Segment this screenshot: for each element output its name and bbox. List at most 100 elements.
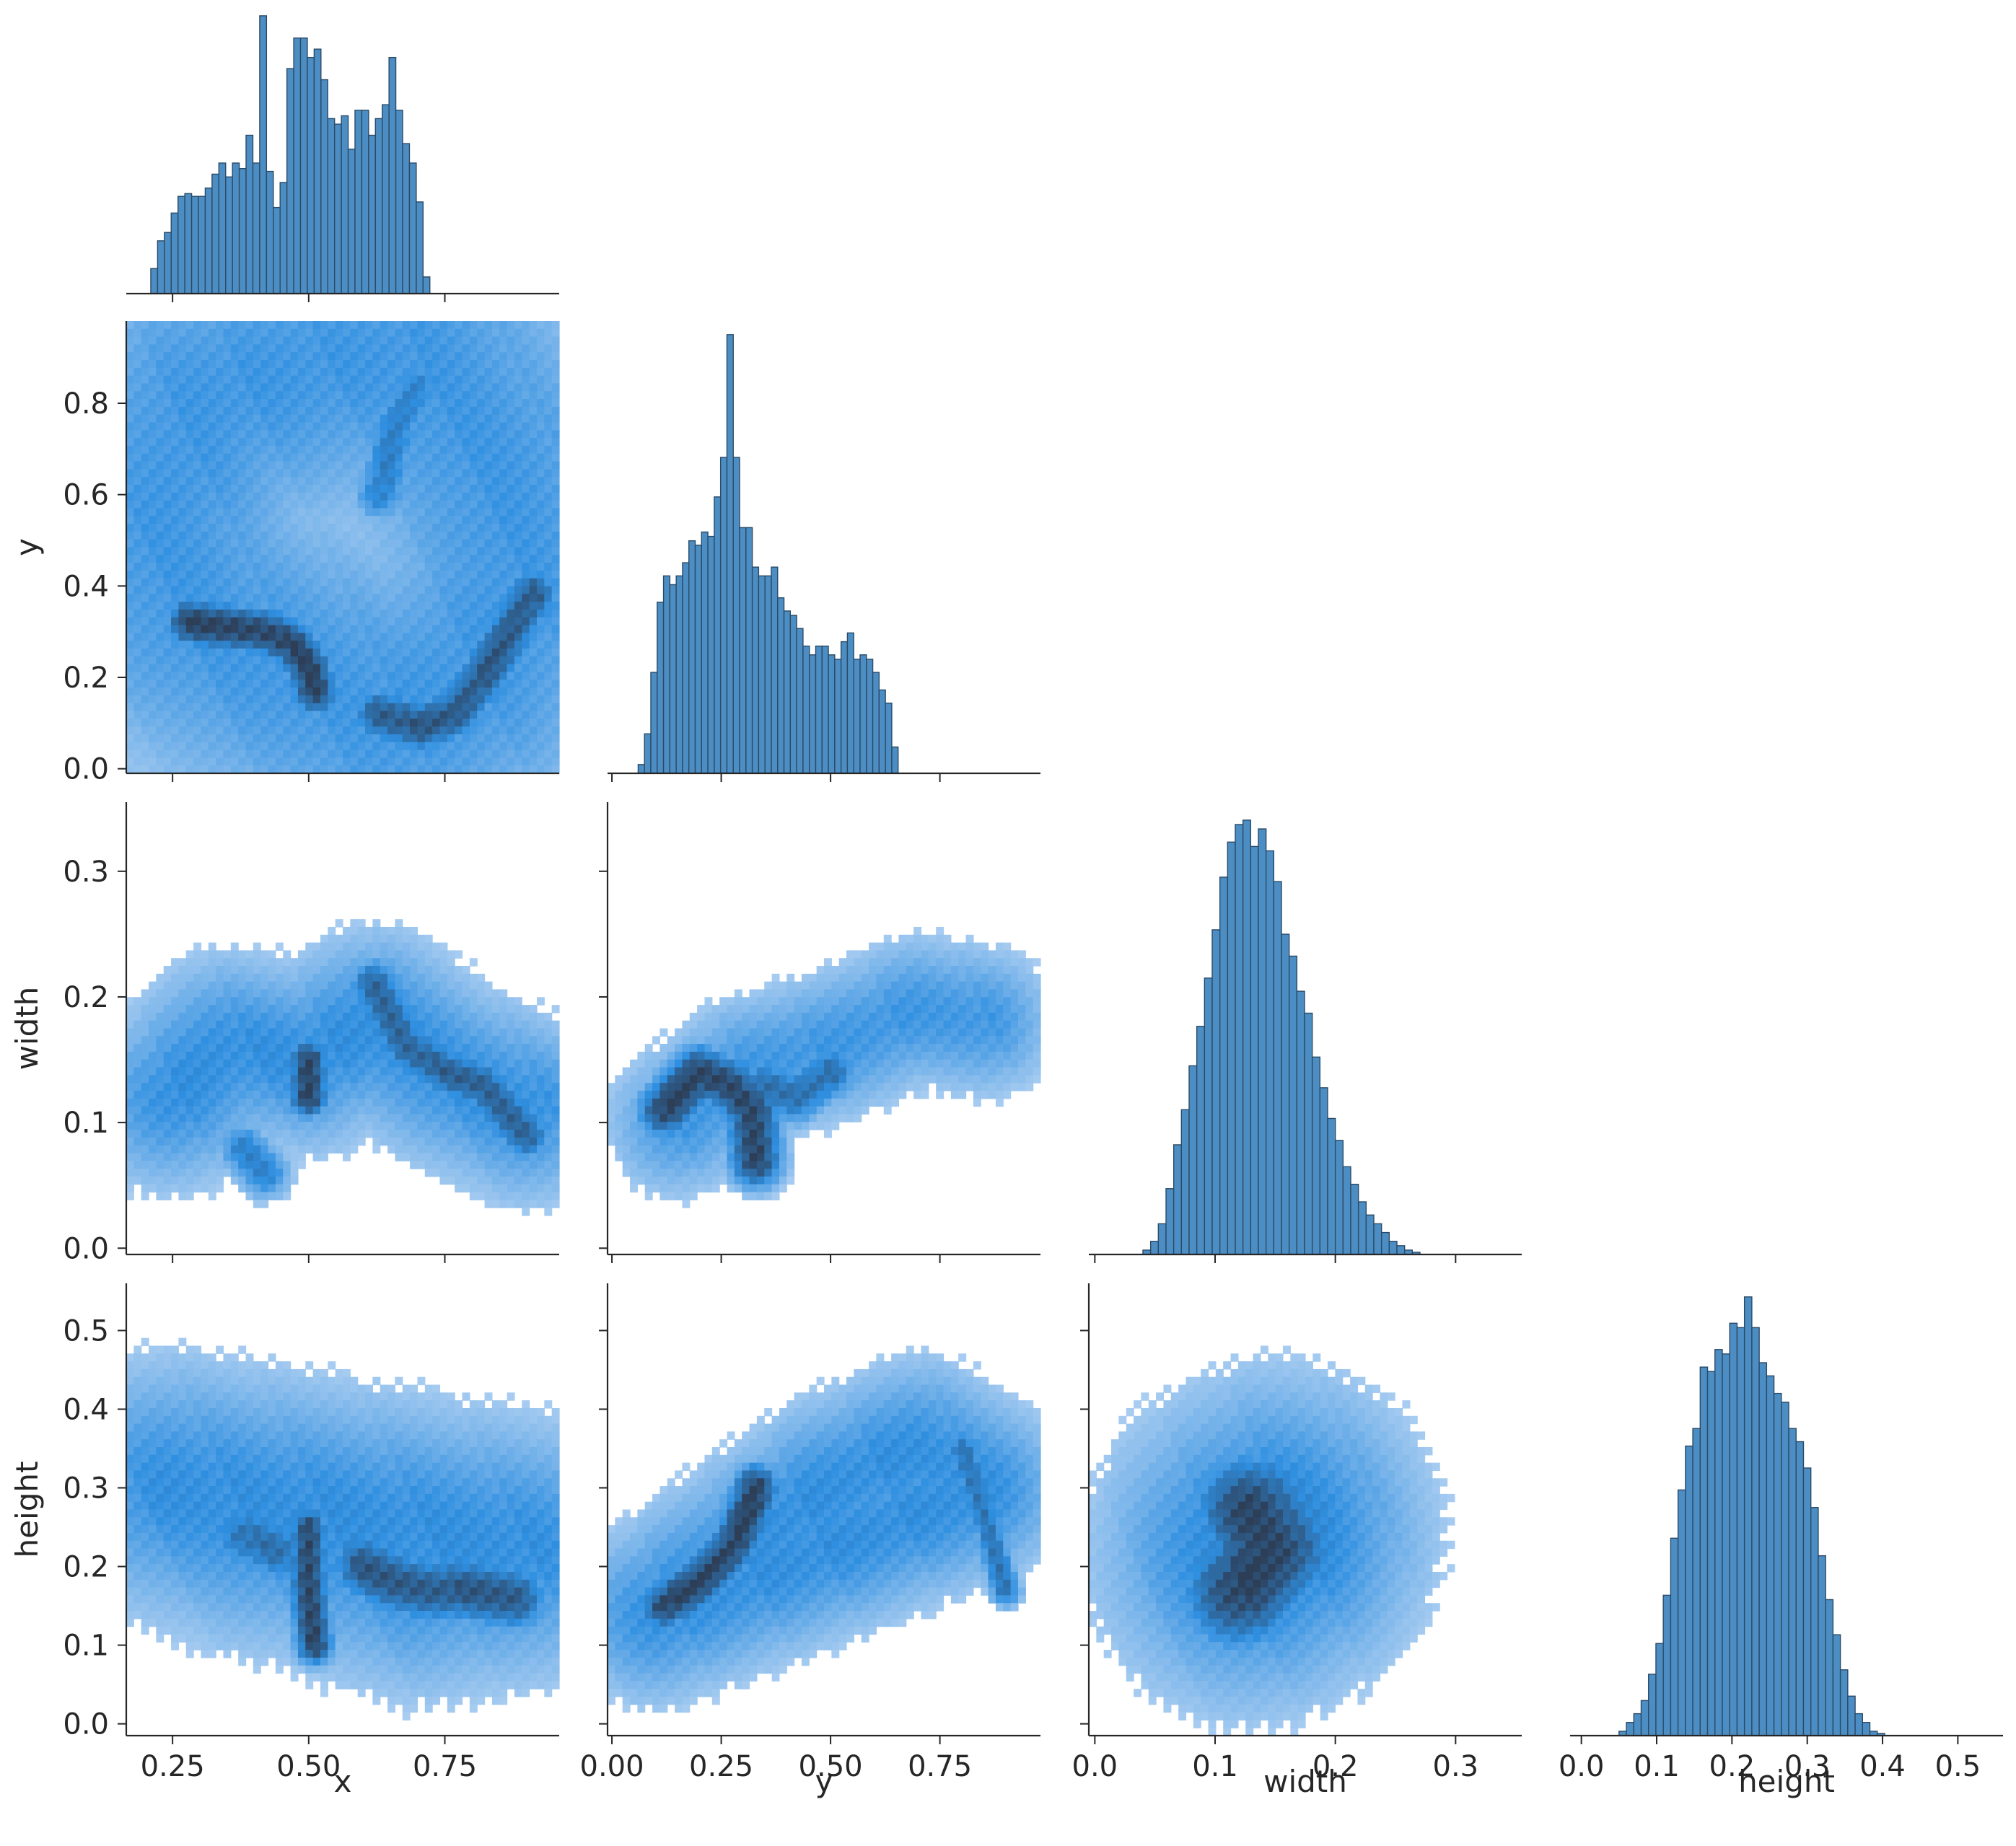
density-cell xyxy=(343,1137,351,1146)
histogram-bar xyxy=(815,645,823,774)
density-cell xyxy=(141,422,149,431)
density-cell xyxy=(484,718,493,727)
density-cell xyxy=(372,367,381,377)
density-cell xyxy=(260,1083,269,1091)
density-cell xyxy=(178,1005,187,1014)
density-cell xyxy=(491,734,500,743)
density-cell xyxy=(477,383,486,392)
density-cell xyxy=(283,508,292,517)
density-cell xyxy=(201,734,209,743)
density-cell xyxy=(499,664,508,673)
density-cell xyxy=(424,469,433,478)
density-cell xyxy=(141,641,149,649)
density-cell xyxy=(380,1137,388,1146)
density-cell xyxy=(297,1067,306,1076)
density-cell xyxy=(350,360,359,369)
density-cell xyxy=(156,500,165,509)
density-cell xyxy=(185,1161,194,1169)
density-cell xyxy=(387,539,396,548)
density-cell xyxy=(491,430,500,439)
density-cell xyxy=(305,375,314,384)
density-cell xyxy=(469,492,478,501)
density-cell xyxy=(230,672,239,680)
density-cell xyxy=(149,594,157,602)
density-cell xyxy=(223,1005,232,1014)
density-cell xyxy=(185,352,194,361)
density-cell xyxy=(469,477,478,485)
density-cell xyxy=(230,352,239,361)
histogram-bar xyxy=(732,457,740,774)
density-cell xyxy=(395,563,403,571)
density-cell xyxy=(365,641,373,649)
density-cell xyxy=(387,430,396,439)
density-cell xyxy=(536,617,545,626)
density-cell xyxy=(395,711,403,719)
density-cell xyxy=(126,1114,134,1122)
density-cell xyxy=(253,633,261,641)
density-cell xyxy=(193,399,202,408)
density-cell xyxy=(529,375,538,384)
density-cell xyxy=(328,1145,336,1154)
density-cell xyxy=(290,1153,299,1161)
density-cell xyxy=(462,680,470,688)
density-cell xyxy=(216,367,224,377)
density-cell xyxy=(275,1028,284,1037)
density-cell xyxy=(387,547,396,555)
density-cell xyxy=(380,328,388,338)
density-cell xyxy=(260,950,269,959)
density-cell xyxy=(149,321,157,330)
density-cell xyxy=(260,680,269,688)
density-cell xyxy=(439,1051,448,1060)
density-cell xyxy=(522,344,530,353)
density-cell xyxy=(328,664,336,673)
density-cell xyxy=(402,563,411,571)
density-cell xyxy=(238,578,247,587)
density-cell xyxy=(171,391,180,400)
density-cell xyxy=(357,508,366,517)
density-cell xyxy=(477,726,486,735)
density-cell xyxy=(253,734,261,743)
density-cell xyxy=(395,594,403,602)
density-cell xyxy=(410,336,418,346)
density-cell xyxy=(424,1059,433,1068)
density-cell xyxy=(223,602,232,610)
density-cell xyxy=(238,1098,247,1107)
density-cell xyxy=(193,718,202,727)
density-cell xyxy=(455,609,463,618)
density-cell xyxy=(201,695,209,704)
density-cell xyxy=(439,500,448,509)
density-cell xyxy=(469,1028,478,1037)
density-cell xyxy=(507,726,515,735)
density-cell xyxy=(536,734,545,743)
density-cell xyxy=(297,1137,306,1146)
density-cell xyxy=(185,687,194,696)
density-cell xyxy=(193,360,202,369)
density-cell xyxy=(365,461,373,470)
density-cell xyxy=(185,609,194,618)
density-cell xyxy=(126,1130,134,1138)
density-cell xyxy=(230,524,239,532)
density-cell xyxy=(260,1192,269,1200)
density-cell xyxy=(462,1005,470,1014)
density-cell xyxy=(469,742,478,751)
density-cell xyxy=(290,1137,299,1146)
density-cell xyxy=(507,524,515,532)
histogram-bar xyxy=(789,615,797,774)
density-cell xyxy=(387,508,396,517)
density-cell xyxy=(402,383,411,392)
density-cell xyxy=(343,445,351,454)
density-cell xyxy=(283,1114,292,1122)
density-cell xyxy=(439,742,448,751)
density-cell xyxy=(185,1083,194,1091)
density-cell xyxy=(185,641,194,649)
density-cell xyxy=(350,981,359,990)
density-cell xyxy=(290,477,299,485)
density-cell xyxy=(141,383,149,392)
density-cell xyxy=(133,328,142,338)
density-cell xyxy=(290,367,299,377)
density-cell xyxy=(178,1184,187,1193)
density-cell xyxy=(410,461,418,470)
density-cell xyxy=(462,524,470,532)
density-cell xyxy=(178,1145,187,1154)
density-cell xyxy=(223,469,232,478)
